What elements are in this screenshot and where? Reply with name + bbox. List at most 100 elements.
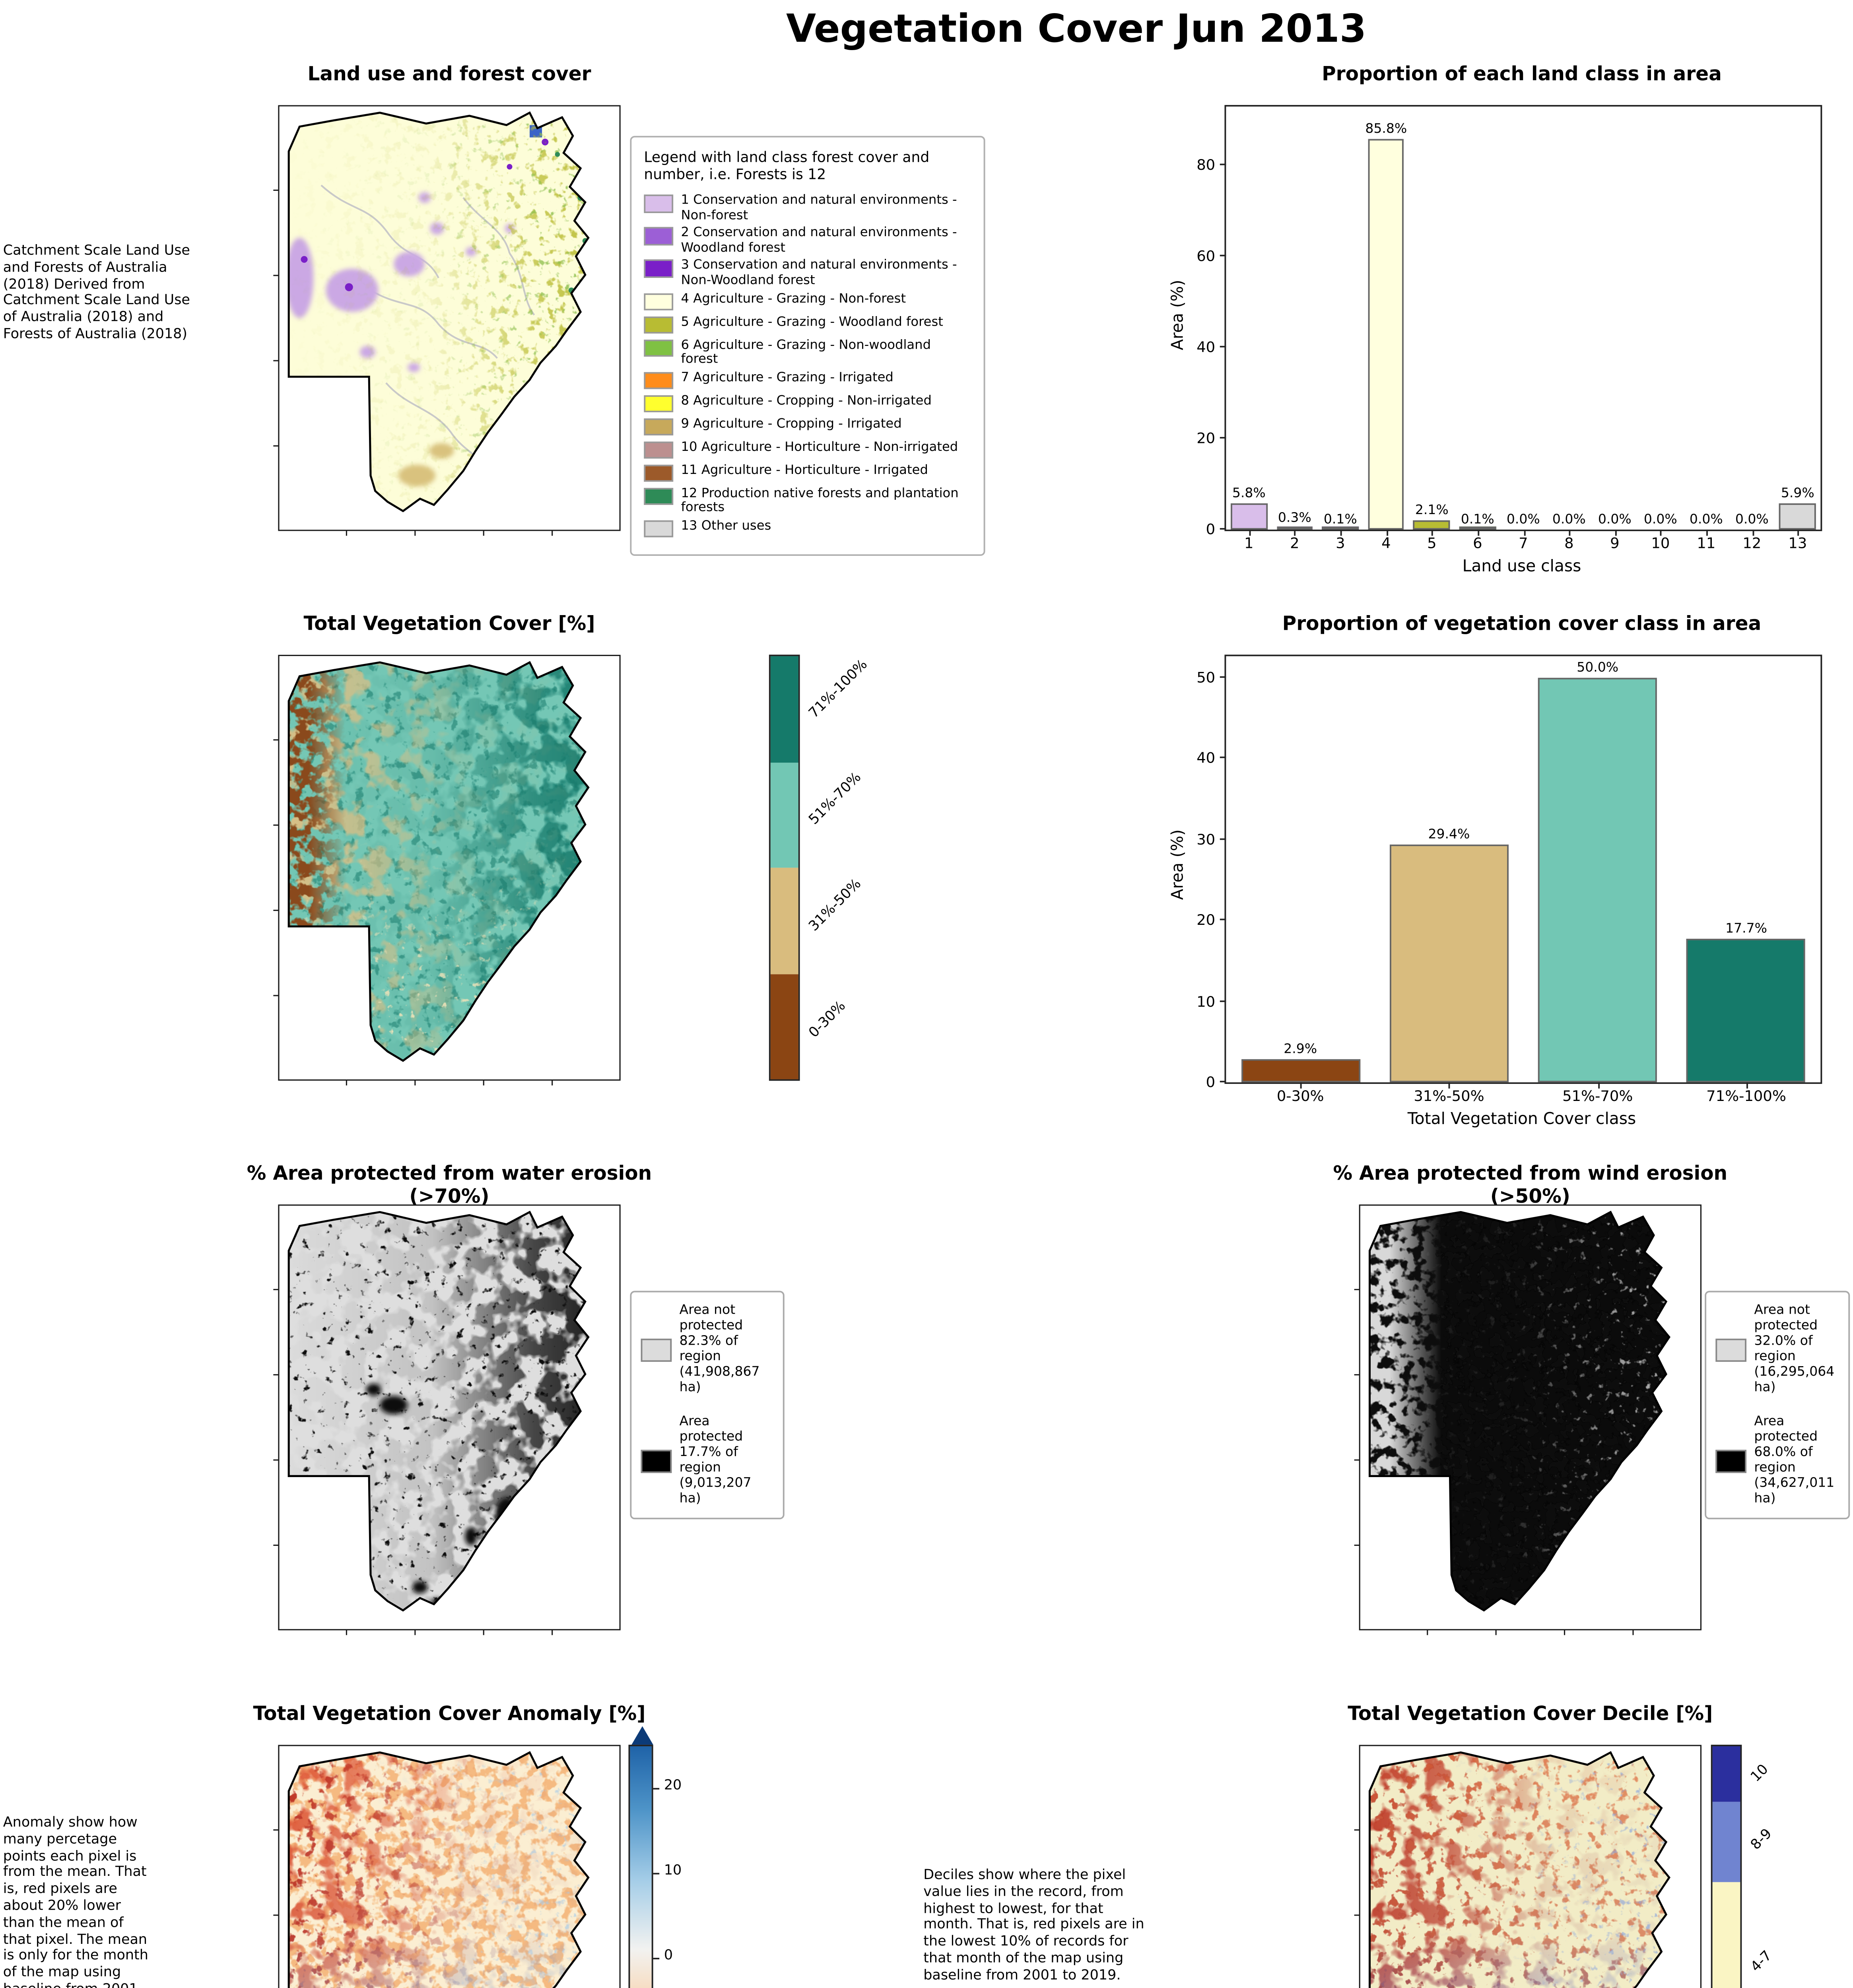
y-tick-mark [1220, 676, 1226, 678]
legend-item-label: 10 Agriculture - Horticulture - Non-irri… [681, 438, 958, 453]
legend-item: 4 Agriculture - Grazing - Non-forest [644, 289, 971, 311]
legend-item-label: 4 Agriculture - Grazing - Non-forest [681, 289, 906, 305]
water-erosion-map [273, 1204, 621, 1635]
page-title: Vegetation Cover Jun 2013 [786, 6, 1367, 51]
bar-value-label: 85.8% [1365, 122, 1407, 138]
bar-value-label: 0.0% [1598, 513, 1632, 528]
anomaly-tick-label: 0 [664, 1948, 673, 1964]
decile-colorbar-track [1711, 1745, 1742, 1988]
legend-item: 12 Production native forests and plantat… [644, 484, 971, 514]
bar-6 [1459, 526, 1496, 530]
veg-colorbar-label: 71%-100% [806, 656, 871, 721]
landuse-caption: Catchment Scale Land Use and Forests of … [3, 244, 190, 343]
x-tick-label: 1 [1244, 536, 1254, 553]
erosion-swatch [641, 1338, 672, 1361]
veg-colorbar-label: 31%-50% [806, 876, 865, 934]
x-tick-mark [1477, 529, 1479, 536]
bar-value-label: 0.1% [1461, 512, 1494, 528]
decile-colorbar-labels: 108-94-72-31 [1742, 1745, 1834, 1988]
legend-item-label: 8 Agriculture - Cropping - Non-irrigated [681, 391, 932, 407]
legend-item-label: 9 Agriculture - Cropping - Irrigated [681, 414, 902, 430]
erosion-legend-label: Area not protected 32.0% of region (16,2… [1754, 1303, 1835, 1396]
anomaly-map [273, 1745, 621, 1988]
y-tick-label: 50 [1196, 670, 1216, 687]
bar-71%-100% [1687, 939, 1806, 1083]
legend-item: 10 Agriculture - Horticulture - Non-irri… [644, 438, 971, 459]
landuse-legend: Legend with land class forest cover and … [630, 136, 985, 555]
x-tick-label: 12 [1742, 536, 1762, 553]
y-tick-label: 40 [1196, 340, 1216, 357]
legend-item-label: 12 Production native forests and plantat… [681, 484, 959, 514]
bar-value-label: 0.0% [1735, 513, 1769, 528]
veg-colorbar-labels: 71%-100% 51%-70% 31%-50% 0-30% [800, 655, 893, 1081]
y-tick-mark [1220, 1081, 1226, 1083]
legend-item-label: 1 Conservation and natural environments … [681, 192, 957, 222]
y-tick-mark [1220, 918, 1226, 920]
x-tick-mark [1660, 529, 1662, 536]
legend-item: 6 Agriculture - Grazing - Non-woodland f… [644, 336, 971, 366]
land-class-chart-xlabel: Land use class [1462, 557, 1581, 576]
legend-item-label: 2 Conservation and natural environments … [681, 224, 957, 254]
decile-map [1354, 1745, 1702, 1988]
x-tick-mark [1294, 529, 1296, 536]
legend-swatch [644, 417, 674, 436]
legend-swatch [644, 441, 674, 459]
bar-value-label: 5.8% [1232, 486, 1266, 502]
legend-swatch [644, 260, 674, 278]
y-tick-label: 20 [1196, 431, 1216, 448]
bar-value-label: 0.3% [1278, 511, 1311, 527]
erosion-swatch [1715, 1449, 1747, 1473]
erosion-legend-entry: Area protected 17.7% of region (9,013,20… [641, 1414, 774, 1507]
anomaly-tick-label: 10 [664, 1863, 682, 1879]
x-tick-label: 0-30% [1276, 1088, 1324, 1106]
x-tick-label: 31%-50% [1414, 1088, 1484, 1106]
x-tick-mark [1523, 529, 1525, 536]
y-tick-mark [1220, 838, 1226, 839]
x-tick-label: 71%-100% [1706, 1088, 1786, 1106]
y-tick-mark [1220, 164, 1226, 166]
y-tick-label: 40 [1196, 750, 1216, 768]
bar-value-label: 0.1% [1323, 512, 1357, 528]
legend-swatch [644, 292, 674, 311]
land-class-chart-plot: 0 20 40 60 80 5.8% 1 0.3% 2 0.1% 3 85.8% 4 2.1% 5 0.1% 6… [1196, 105, 1822, 553]
x-tick-label: 51%-70% [1562, 1088, 1633, 1106]
bar-51%-70% [1538, 677, 1657, 1083]
legend-item: 9 Agriculture - Cropping - Irrigated [644, 414, 971, 436]
veg-class-chart-plot: 0 10 20 30 40 50 2.9% 0-30% 29.4% 31%-50% 50.0% 51%… [1196, 654, 1822, 1105]
x-tick-label: 7 [1519, 536, 1528, 553]
legend-item-label: 6 Agriculture - Grazing - Non-woodland f… [681, 336, 931, 366]
bar-value-label: 50.0% [1577, 660, 1619, 676]
anomaly-colorbar [628, 1745, 653, 1988]
bar-value-label: 0.0% [1643, 513, 1677, 528]
legend-item: 2 Conservation and natural environments … [644, 224, 971, 254]
legend-swatch [644, 464, 674, 482]
x-tick-label: 11 [1697, 536, 1716, 553]
decile-colorbar-segment [1712, 1881, 1740, 1988]
x-tick-mark [1746, 1082, 1748, 1089]
decile-map-title: Total Vegetation Cover Decile [%] [1348, 1701, 1713, 1725]
x-tick-label: 4 [1381, 536, 1391, 553]
x-tick-label: 6 [1473, 536, 1482, 553]
legend-swatch [644, 520, 674, 538]
veg-colorbar-track [769, 654, 800, 1081]
legend-item-label: 11 Agriculture - Horticulture - Irrigate… [681, 461, 928, 477]
anomaly-tick-mark [653, 1958, 660, 1959]
y-tick-label: 80 [1196, 158, 1216, 175]
x-tick-mark [1614, 529, 1616, 536]
veg-colorbar-label: 0-30% [806, 998, 849, 1041]
legend-item-label: 5 Agriculture - Grazing - Woodland fores… [681, 313, 943, 328]
landuse-legend-title: Legend with land class forest cover and … [644, 149, 930, 184]
y-tick-mark [1220, 757, 1226, 759]
erosion-swatch [641, 1449, 672, 1473]
water-erosion-legend: Area not protected 82.3% of region (41,9… [630, 1291, 785, 1520]
landuse-legend-items: 1 Conservation and natural environments … [644, 192, 971, 538]
x-tick-mark [1432, 529, 1433, 536]
land-class-chart-title: Proportion of each land class in area [1322, 62, 1722, 85]
veg-colorbar-segment [770, 656, 798, 762]
y-tick-mark [1220, 528, 1226, 530]
veg-colorbar-segment [770, 762, 798, 868]
veg-cover-map [273, 654, 621, 1085]
y-tick-mark [1220, 255, 1226, 257]
bar-31%-50% [1389, 844, 1509, 1083]
